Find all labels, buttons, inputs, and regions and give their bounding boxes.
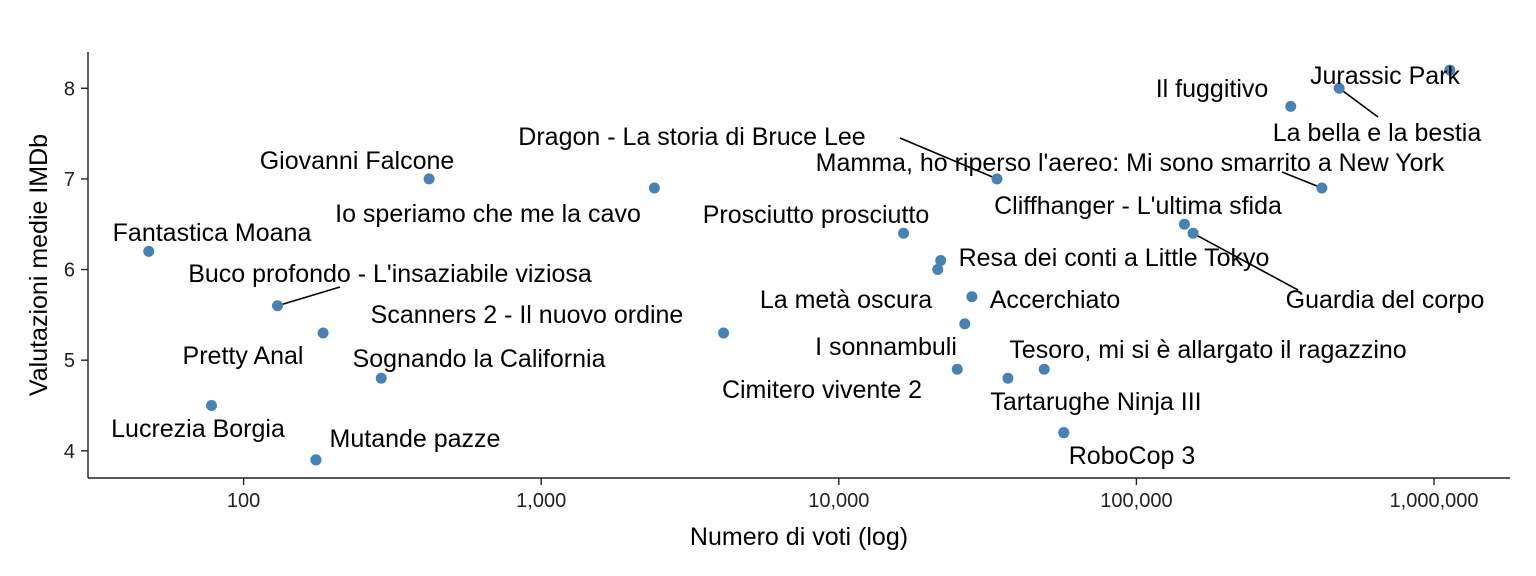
point-label: Mamma, ho riperso l'aereo: Mi sono smarr… [816,149,1445,177]
point-label: Sognando la California [353,345,606,373]
axes [87,52,1510,479]
point-label: RoboCop 3 [1069,442,1195,470]
data-point [1316,182,1328,194]
y-tick-label: 6 [64,260,75,282]
data-point [951,363,963,375]
data-point [143,245,155,257]
point-label: Giovanni Falcone [260,147,455,175]
point-label: Jurassic Park [1310,62,1461,90]
point-label: La metà oscura [760,286,932,314]
y-tick-label: 8 [64,78,75,100]
x-axis-title: Numero di voti (log) [690,523,908,551]
y-axis-title: Valutazioni medie IMDb [25,134,53,396]
point-label: Pretty Anal [183,342,304,370]
point-label: Accerchiato [990,286,1121,314]
y-tick-label: 4 [64,441,75,463]
leader-line [277,286,341,307]
point-label: Guardia del corpo [1286,286,1485,314]
leader-line [1192,232,1299,291]
data-point [423,173,435,185]
data-point [959,318,971,330]
point-label: Prosciutto prosciutto [703,201,930,229]
data-point [1333,82,1345,94]
x-tick-label: 1,000 [516,490,566,512]
leader-line [1281,171,1323,189]
data-point [648,182,660,194]
point-label: La bella e la bestia [1273,119,1482,147]
data-points [143,64,1456,466]
data-point [718,327,730,339]
data-point [310,454,322,466]
point-label: I sonnambuli [815,333,957,361]
point-label: Buco profondo - L'insaziabile viziosa [188,260,592,288]
data-point [898,227,910,239]
y-tick-label: 5 [64,350,75,372]
point-label: Tartarughe Ninja III [990,388,1201,416]
data-point [1444,64,1456,76]
data-point [966,291,978,303]
data-point [991,173,1003,185]
point-label: Dragon - La storia di Bruce Lee [518,123,865,151]
data-point [1178,218,1190,230]
point-label: Il fuggitivo [1156,75,1269,103]
point-label: Lucrezia Borgia [111,415,285,443]
point-label: Cliffhanger - L'ultima sfida [994,192,1282,220]
leader-line [899,137,998,180]
point-label: Resa dei conti a Little Tokyo [959,244,1270,272]
x-tick-label: 100,000 [1100,490,1172,512]
x-tick-label: 10,000 [808,490,869,512]
point-label: Cimitero vivente 2 [722,376,922,404]
x-ticks: 100 1,000 10,000 100,000 1,000,000 [227,478,1479,512]
point-label: Io speriamo che me la cavo [335,200,641,228]
data-point [1002,372,1014,384]
leader-line [1338,87,1379,118]
point-label: Mutande pazze [330,425,501,453]
y-ticks: 4 5 6 7 8 [64,78,88,463]
data-point [1038,363,1050,375]
data-point [317,327,329,339]
point-label: Fantastica Moana [113,219,312,247]
data-point [205,399,217,411]
data-point [1285,100,1297,112]
data-point [1187,227,1199,239]
x-tick-label: 100 [227,490,260,512]
data-point [272,300,284,312]
data-point [932,264,944,276]
data-point [375,372,387,384]
data-point [935,254,947,266]
leader-lines [277,87,1379,307]
point-label: Tesoro, mi si è allargato il ragazzino [1009,336,1406,364]
point-label: Scanners 2 - Il nuovo ordine [371,301,684,329]
y-tick-label: 7 [64,169,75,191]
x-tick-label: 1,000,000 [1390,490,1479,512]
data-point [1058,427,1070,439]
